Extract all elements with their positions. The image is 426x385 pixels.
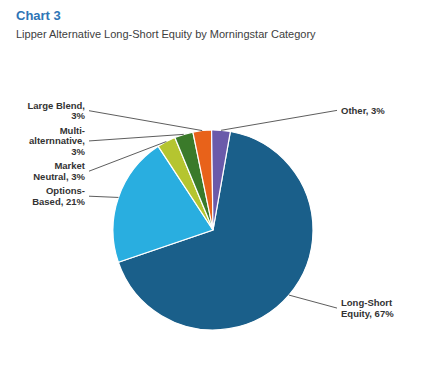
pie-group: Long-ShortEquity, 67% Options-Based, 21% M… — [27, 100, 394, 330]
slice-label: Large Blend,3% — [27, 100, 85, 121]
slice-label-line: 3% — [71, 146, 85, 157]
slice-label-line: Based, 21% — [32, 196, 85, 207]
leader-line — [89, 111, 202, 131]
slice-label-line: Other, 3% — [341, 105, 385, 116]
slice-label-line: Long-Short — [341, 297, 393, 308]
pie-slice — [212, 130, 231, 230]
slice-labels: Long-ShortEquity, 67% Options-Based, 21% M… — [27, 100, 394, 319]
chart-svg: Chart 3 Lipper Alternative Long-Short Equ… — [0, 0, 426, 385]
leader-line — [89, 142, 166, 172]
leader-line — [89, 196, 118, 197]
leader-lines — [89, 110, 337, 308]
leader-line — [221, 110, 337, 130]
slice-label-line: Equity, 67% — [341, 308, 394, 319]
leader-line — [289, 295, 337, 308]
chart-subtitle: Lipper Alternative Long-Short Equity by … — [16, 28, 316, 40]
slice-label-line: Options- — [46, 185, 85, 196]
slice-label-line: Market — [54, 160, 85, 171]
slices — [113, 130, 313, 330]
leader-line — [89, 134, 184, 141]
slice-label-line: Large Blend, — [27, 100, 85, 111]
slice-label: Long-ShortEquity, 67% — [341, 297, 394, 319]
slice-label-line: Neutral, 3% — [33, 171, 85, 182]
slice-label-line: 3% — [71, 110, 85, 121]
slice-label: Options-Based, 21% — [32, 185, 85, 207]
slice-label: Other, 3% — [341, 105, 385, 116]
pie-slice — [193, 130, 213, 230]
chart-title: Chart 3 — [16, 8, 61, 23]
slice-label-line: Multi- — [60, 125, 85, 136]
slice-label: MarketNeutral, 3% — [33, 160, 86, 182]
slice-label-line: alternnative, — [29, 135, 85, 146]
slice-label: Multi-alternnative,3% — [29, 125, 86, 157]
